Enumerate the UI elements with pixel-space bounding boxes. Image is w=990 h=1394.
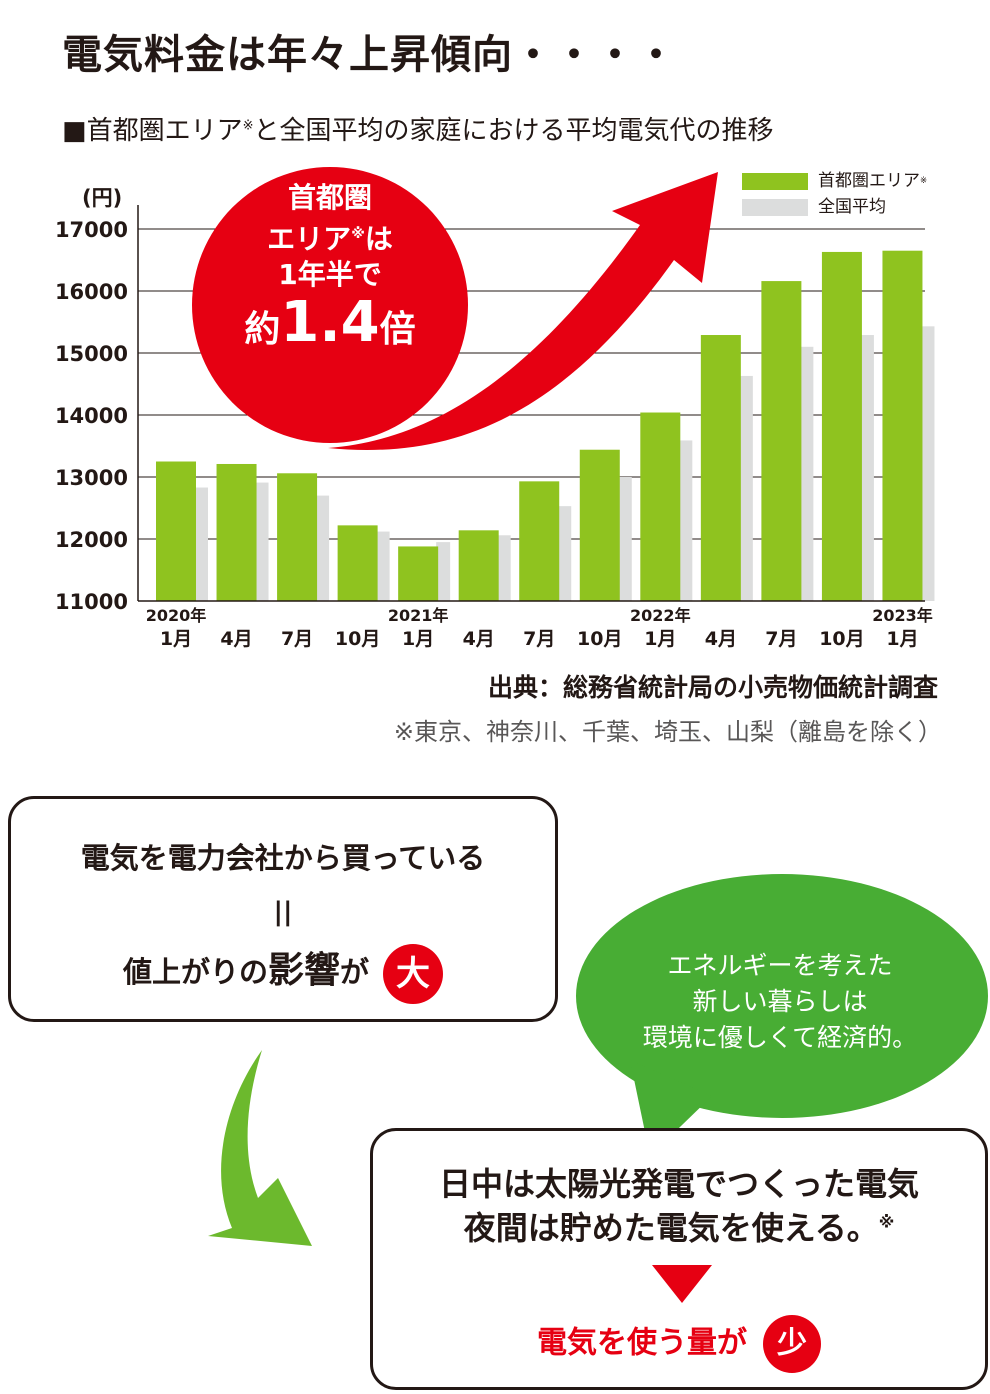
bar-capital: [156, 461, 196, 601]
callout-circle: [192, 167, 468, 443]
x-month-label: 1月: [402, 628, 434, 650]
legend-item-capital: 首都圏エリア ※: [742, 168, 927, 194]
x-month-label: 4月: [220, 628, 252, 650]
legend-label-national: 全国平均: [818, 197, 886, 217]
subtitle-main: ■首都圏エリア: [62, 116, 243, 146]
chart-decoration: [192, 167, 718, 450]
purchase-impact-box: 電気を電力会社から買っている || 値上がりの影響が大: [8, 796, 558, 1022]
legend-item-national: 全国平均: [742, 194, 927, 220]
x-month-label: 10月: [577, 628, 622, 650]
box2-result: 電気を使う量が少: [373, 1315, 985, 1373]
bar-national: [738, 375, 753, 601]
box2-line2: 夜間は貯めた電気を使える。※: [463, 1209, 895, 1247]
box1-line1: 電気を電力会社から買っている: [80, 841, 486, 875]
chart-axes: [137, 205, 925, 602]
y-tick-label: 14000: [55, 404, 128, 428]
bar-capital: [640, 412, 681, 601]
callout-line2: エリア※は: [267, 222, 393, 256]
bar-national: [436, 542, 451, 601]
green-curved-arrow: [208, 1050, 312, 1246]
x-month-label: 7月: [523, 628, 555, 650]
equals-sign: ||: [273, 897, 293, 927]
bar-capital: [821, 251, 862, 601]
bar-chart: 11000 12000 13000 14000 15000 16000 17000 (円) 20…: [55, 167, 935, 650]
small-badge: 少: [763, 1315, 821, 1373]
page-title: 電気料金は年々上昇傾向・・・・: [62, 32, 677, 78]
bar-national: [496, 535, 511, 601]
bar-national: [617, 477, 632, 601]
solar-benefit-box: 日中は太陽光発電でつくった電気 夜間は貯めた電気を使える。※ 電気を使う量が少: [370, 1128, 988, 1390]
bar-national: [194, 487, 208, 601]
large-badge: 大: [383, 944, 444, 1004]
x-month-label: 7月: [281, 628, 313, 650]
source-text: 出典：総務省統計局の小売物価統計調査: [487, 673, 938, 702]
bar-national: [557, 506, 572, 601]
callout-line1: 首都圏: [287, 181, 372, 214]
y-unit-label: (円): [82, 186, 122, 210]
bar-national: [254, 482, 269, 601]
bar-national: [799, 346, 814, 601]
bar-capital: [337, 525, 378, 601]
bar-capital: [882, 250, 923, 601]
subtitle-rest: と全国平均の家庭における平均電気代の推移: [253, 116, 774, 146]
bar-national: [859, 335, 874, 601]
x-month-label: 7月: [765, 628, 797, 650]
box2-line1: 日中は太陽光発電でつくった電気: [438, 1165, 919, 1203]
x-year-label: 2021年: [388, 606, 449, 625]
x-month-label: 10月: [335, 628, 380, 650]
bar-capital: [579, 449, 620, 601]
bar-capital: [761, 281, 802, 601]
speech-bubble-text: エネルギーを考えた 新しい暮らしは 環境に優しくて経済的。: [600, 948, 960, 1056]
y-tick-label: 15000: [55, 342, 128, 366]
chart-bars: [156, 250, 935, 601]
callout-text: 首都圏 エリア※は 1年半で 約1.4倍: [198, 180, 462, 360]
subtitle-mark: ※: [242, 118, 254, 134]
y-tick-label: 12000: [55, 528, 128, 552]
footnote-text: ※東京、神奈川、千葉、埼玉、山梨（離島を除く）: [393, 718, 942, 746]
y-tick-label: 17000: [55, 218, 128, 242]
down-triangle-icon: [652, 1265, 712, 1303]
chart-subtitle: ■首都圏エリア※と全国平均の家庭における平均電気代の推移: [62, 110, 774, 147]
bar-capital: [700, 335, 741, 601]
callout-line3: 1年半で: [278, 258, 382, 292]
x-month-label: 10月: [819, 628, 864, 650]
bar-capital: [398, 546, 439, 601]
bar-national: [678, 440, 693, 601]
x-month-label: 4月: [705, 628, 737, 650]
y-tick-label: 16000: [55, 280, 128, 304]
bubble-line1: エネルギーを考えた: [667, 951, 893, 980]
x-month-label: 1月: [886, 628, 918, 650]
x-month-label: 1月: [160, 628, 192, 650]
bar-capital: [519, 481, 560, 601]
box1-line2: 値上がりの影響が大: [11, 941, 555, 1004]
bar-capital: [216, 463, 257, 601]
chart-legend: 首都圏エリア ※ 全国平均: [742, 168, 927, 220]
trend-arrow: [328, 172, 718, 450]
bar-capital: [458, 530, 499, 601]
bar-national: [920, 326, 935, 601]
x-year-label: 2020年: [146, 606, 207, 625]
legend-swatch-capital: [742, 172, 808, 190]
bar-capital: [277, 473, 318, 601]
legend-mark: ※: [920, 176, 928, 186]
bar-national: [375, 531, 390, 601]
x-month-label: 4月: [463, 628, 495, 650]
y-tick-label: 11000: [55, 590, 128, 614]
legend-label-capital: 首都圏エリア: [818, 171, 920, 191]
y-tick-label: 13000: [55, 466, 128, 490]
callout-line4: 約1.4倍: [244, 290, 416, 356]
x-year-label: 2023年: [872, 606, 933, 625]
chart-labels: 11000 12000 13000 14000 15000 16000 17000 (円) 20…: [55, 186, 933, 650]
speech-bubble: [576, 874, 988, 1118]
legend-swatch-national: [742, 198, 808, 216]
x-year-label: 2022年: [630, 606, 691, 625]
bar-national: [315, 495, 330, 601]
bubble-line3: 環境に優しくて経済的。: [642, 1023, 918, 1052]
bubble-line2: 新しい暮らしは: [692, 987, 868, 1016]
x-month-label: 1月: [644, 628, 676, 650]
